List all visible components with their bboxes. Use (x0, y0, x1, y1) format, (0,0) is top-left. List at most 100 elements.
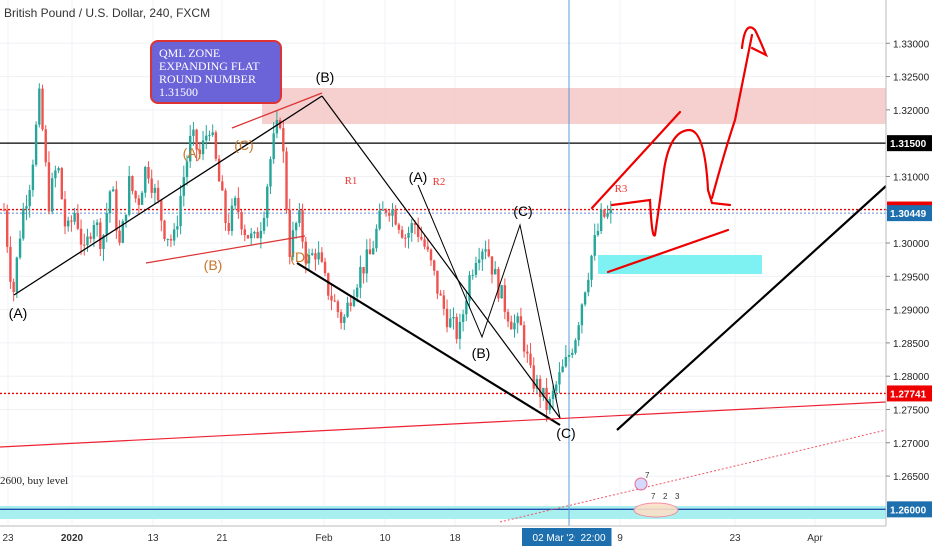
candle-body (423, 239, 426, 247)
price-tick-label: 1.27500 (893, 405, 930, 416)
event-icons: 77 2 3 (633, 471, 680, 518)
candle-body (461, 314, 465, 322)
candle-body (250, 233, 253, 239)
price-tick-label: 1.27000 (893, 439, 930, 450)
candle-body (12, 281, 15, 293)
candle-body (317, 252, 320, 260)
candle-body (153, 187, 157, 193)
wave-label: R2 (433, 176, 446, 188)
candle-body (606, 213, 609, 217)
candle-body (34, 124, 38, 165)
candle-body (253, 232, 256, 234)
candle-body (339, 312, 343, 323)
candle-body (365, 249, 368, 274)
buy-level-note: 2600, buy level (0, 475, 69, 487)
candle-body (124, 214, 128, 222)
time-tick-label: 23 (729, 533, 741, 544)
candle-body (599, 209, 603, 231)
price-tag (887, 385, 932, 402)
trendline-lower-channel (296, 262, 561, 426)
candle-body (400, 229, 404, 238)
candle-body (416, 224, 420, 237)
time-axis-bg (0, 526, 886, 550)
event-count: 3 (675, 492, 680, 501)
candle-body (25, 206, 28, 209)
candle-body (477, 259, 481, 263)
candle-body (426, 246, 429, 250)
candle-body (538, 378, 542, 398)
candle-body (227, 222, 230, 232)
candle-body (243, 229, 246, 236)
chart-title: British Pound / U.S. Dollar, 240, FXCM (4, 6, 211, 20)
price-tag-label: 1.31500 (890, 139, 927, 150)
candle-body (603, 209, 606, 217)
wave-label: R3 (615, 183, 628, 195)
candle-body (567, 354, 571, 357)
candle-body (182, 177, 185, 196)
callout-line-3: ROUND NUMBER 1.31500 (159, 72, 257, 99)
candle-body (288, 209, 291, 257)
candle-body (359, 266, 362, 288)
wave-label: (A) (9, 305, 28, 321)
candle-body (111, 189, 115, 192)
candle-body (490, 256, 494, 275)
candle-body (262, 217, 266, 231)
candle-body (487, 249, 490, 257)
candle-body (240, 212, 243, 230)
candle-body (208, 135, 211, 137)
candle-body (31, 164, 35, 191)
candle-body (455, 316, 458, 339)
candle-body (269, 159, 272, 187)
candle-body (18, 238, 22, 258)
candle-body (285, 151, 288, 210)
wave-label: (B) (472, 345, 491, 361)
candle-body (442, 295, 446, 309)
price-tag-label: 1.27741 (890, 389, 927, 400)
price-tick-label: 1.28000 (893, 372, 930, 383)
candle-body (278, 120, 282, 129)
event-count: 2 (663, 492, 668, 501)
trendline-a-to-c (13, 95, 323, 296)
event-cluster-icon (633, 502, 679, 518)
candles (2, 83, 612, 422)
candle-body (516, 316, 519, 323)
candle-body (452, 316, 455, 319)
candle-body (47, 162, 51, 212)
wave-labels: (A) (A) (B) (C) (B) (D) R1 (A) R2 (C) (B) (C) R3 (9, 69, 628, 441)
candle-body (368, 249, 372, 255)
candle-body (73, 213, 76, 222)
candle-body (172, 229, 176, 241)
candle-body (336, 301, 340, 313)
candle-body (362, 266, 365, 274)
candle-body (311, 253, 314, 255)
candle-body (57, 168, 60, 171)
candle-body (481, 251, 484, 260)
callout-line-1: QML ZONE (159, 46, 221, 60)
wave-label: (A) (409, 169, 428, 185)
candle-body (9, 246, 12, 282)
candle-body (413, 223, 417, 225)
candle-body (282, 128, 285, 152)
trendline-upper-expanding (231, 92, 323, 129)
candle-body (474, 262, 478, 275)
candle-body (15, 257, 19, 293)
candle-body (522, 325, 526, 352)
candle-body (150, 178, 153, 193)
cyan-buy-zone (598, 255, 762, 274)
candle-body (76, 213, 80, 229)
candle-body (221, 181, 224, 191)
price-axis-bg (886, 0, 932, 550)
candle-body (587, 279, 590, 293)
time-tick-label: 10 (379, 533, 391, 544)
candle-body (555, 384, 558, 391)
candle-body (320, 252, 324, 262)
candle-body (201, 140, 205, 155)
candle-body (590, 255, 593, 280)
candle-body (105, 213, 108, 236)
candle-body (551, 390, 555, 400)
candle-body (163, 220, 166, 240)
time-tag-bg (574, 528, 612, 546)
trendline-big-black (616, 185, 887, 431)
candle-body (294, 223, 298, 231)
